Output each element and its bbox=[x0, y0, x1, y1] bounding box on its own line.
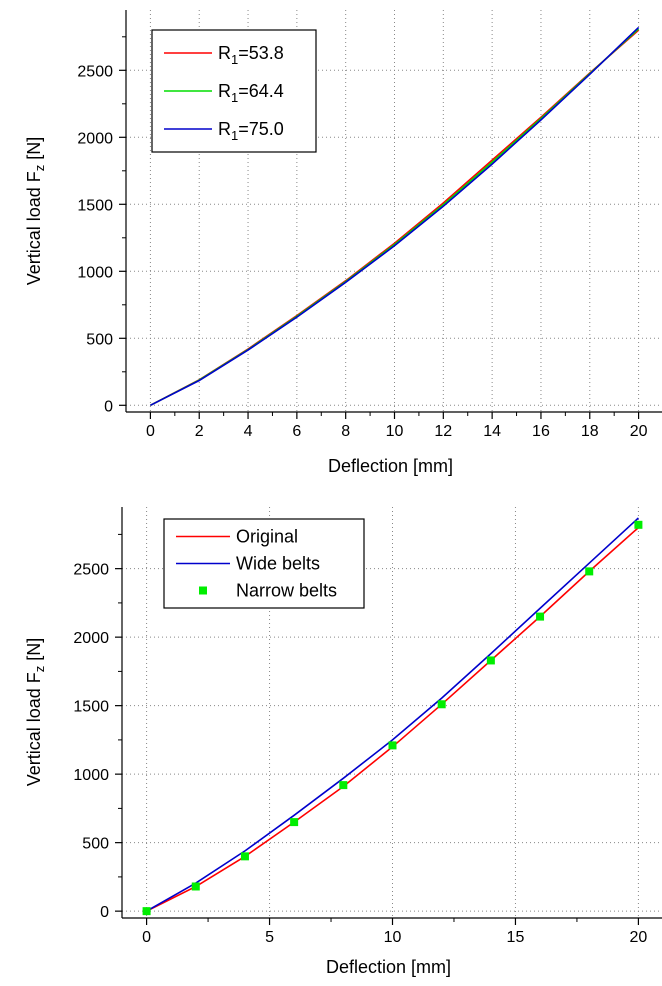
legend-label-sub: 1 bbox=[231, 128, 238, 143]
legend-label-rest: =75.0 bbox=[238, 119, 284, 139]
data-point-4 bbox=[240, 852, 249, 861]
legend-label-2: R1=75.0 bbox=[218, 119, 284, 143]
x-tick-label: 0 bbox=[146, 423, 155, 440]
y-tick-label: 1500 bbox=[77, 197, 113, 214]
data-point-20 bbox=[634, 520, 643, 529]
chart-bottom: 0 5 10 15 20 0 500 1000 1500 2000 2500 Deflection … bbox=[24, 507, 662, 977]
x-tick-label: 2 bbox=[195, 423, 204, 440]
legend-label-0: R1=53.8 bbox=[218, 43, 284, 67]
y-axis-title-unit: [N] bbox=[24, 137, 44, 165]
chart-top: 0 2 4 6 8 10 12 14 16 18 20 0 500 1000 1500 2000 2500 De… bbox=[24, 10, 662, 476]
x-tick-label: 18 bbox=[581, 423, 599, 440]
data-point-10 bbox=[388, 741, 397, 750]
y-tick-label: 2500 bbox=[77, 63, 113, 80]
y-axis-title: Vertical load Fz [N] bbox=[24, 137, 47, 286]
y-tick-label: 500 bbox=[82, 836, 109, 853]
legend-label-main: R bbox=[218, 119, 231, 139]
y-axis-title: Vertical load Fz [N] bbox=[24, 638, 47, 787]
x-tick-label: 14 bbox=[483, 423, 501, 440]
y-tick-label: 2000 bbox=[77, 130, 113, 147]
data-point-12 bbox=[437, 700, 446, 709]
x-tick-label: 8 bbox=[341, 423, 350, 440]
legend-label-rest: =64.4 bbox=[238, 81, 284, 101]
data-point-16 bbox=[536, 612, 545, 621]
x-tick-label: 12 bbox=[434, 423, 452, 440]
legend-label-1: R1=64.4 bbox=[218, 81, 284, 105]
y-axis-title-main: Vertical load F bbox=[24, 171, 44, 285]
y-tick-label: 2000 bbox=[73, 630, 109, 647]
y-tick-label: 2500 bbox=[73, 562, 109, 579]
series-layer bbox=[150, 26, 640, 407]
ticks-layer: 0 2 4 6 8 10 12 14 16 18 20 0 500 1000 1500 2000 2500 bbox=[77, 36, 648, 440]
legend-label-1: Wide belts bbox=[236, 554, 320, 574]
grid-layer bbox=[126, 10, 662, 412]
data-point-8 bbox=[339, 781, 348, 790]
legend-label-main: R bbox=[218, 43, 231, 63]
legend-label-2: Narrow belts bbox=[236, 581, 337, 601]
legend-label-0: Original bbox=[236, 527, 298, 547]
x-axis-title: Deflection [mm] bbox=[328, 456, 453, 476]
y-axis-title-main: Vertical load F bbox=[24, 672, 44, 786]
legend-label-rest: =53.8 bbox=[238, 43, 284, 63]
y-tick-label: 0 bbox=[104, 398, 113, 415]
x-tick-label: 10 bbox=[386, 423, 404, 440]
x-tick-label: 4 bbox=[244, 423, 253, 440]
x-tick-label: 10 bbox=[384, 929, 402, 946]
legend-swatch-2 bbox=[199, 586, 207, 595]
x-tick-label: 20 bbox=[630, 929, 648, 946]
legend: Original Wide belts Narrow belts bbox=[163, 518, 365, 609]
x-tick-label: 15 bbox=[507, 929, 525, 946]
data-point-6 bbox=[290, 818, 299, 827]
y-axis-title-sub: z bbox=[32, 666, 47, 673]
data-point-14 bbox=[486, 656, 495, 665]
legend-label-main: Narrow belts bbox=[236, 581, 337, 601]
legend-label-main: Original bbox=[236, 527, 298, 547]
legend: R1=53.8R1=64.4R1=75.0 bbox=[151, 29, 317, 153]
x-tick-label: 6 bbox=[292, 423, 301, 440]
x-axis-title: Deflection [mm] bbox=[326, 957, 451, 977]
data-point-2 bbox=[191, 882, 200, 891]
data-point-0 bbox=[142, 907, 151, 916]
x-tick-label: 16 bbox=[532, 423, 550, 440]
legend-label-main: R bbox=[218, 81, 231, 101]
y-tick-label: 0 bbox=[100, 904, 109, 921]
legend-label-main: Wide belts bbox=[236, 554, 320, 574]
series-line-1 bbox=[146, 517, 639, 912]
y-axis-title-unit: [N] bbox=[24, 638, 44, 666]
data-point-18 bbox=[585, 567, 594, 576]
y-tick-label: 1500 bbox=[73, 699, 109, 716]
x-tick-label: 0 bbox=[142, 929, 151, 946]
ticks-layer: 0 5 10 15 20 0 500 1000 1500 2000 2500 bbox=[73, 533, 648, 946]
y-axis-title-sub: z bbox=[32, 165, 47, 172]
y-tick-label: 500 bbox=[86, 331, 113, 348]
x-tick-label: 5 bbox=[265, 929, 274, 946]
legend-label-sub: 1 bbox=[231, 90, 238, 105]
y-tick-label: 1000 bbox=[77, 264, 113, 281]
legend-label-sub: 1 bbox=[231, 52, 238, 67]
x-tick-label: 20 bbox=[630, 423, 648, 440]
series-layer bbox=[142, 517, 643, 916]
y-tick-label: 1000 bbox=[73, 767, 109, 784]
series-line-2 bbox=[150, 26, 640, 407]
